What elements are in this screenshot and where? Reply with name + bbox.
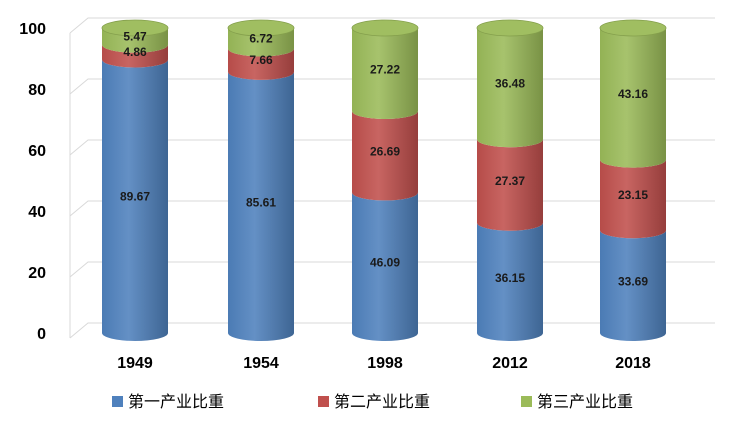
x-category-label: 1949 [117, 355, 153, 372]
data-label: 46.09 [370, 256, 400, 270]
y-tick-label: 20 [28, 265, 46, 282]
legend-label: 第三产业比重 [537, 392, 633, 411]
bar-stack-2018: 33.69 23.15 43.16 [599, 19, 667, 341]
bar-segment [102, 28, 168, 53]
bar-segment [477, 139, 543, 231]
bar-segment [352, 28, 418, 120]
data-label: 43.16 [618, 87, 648, 101]
data-label: 89.67 [120, 189, 150, 203]
data-label: 36.48 [495, 77, 525, 91]
data-label: 5.47 [123, 29, 147, 43]
bar-segment [228, 71, 294, 342]
x-category-label: 2018 [615, 355, 651, 372]
y-tick-label: 60 [28, 143, 46, 160]
data-label: 6.72 [249, 31, 273, 45]
legend-swatch [318, 396, 329, 407]
bar-segment [600, 159, 666, 239]
bar-segment [352, 111, 418, 201]
y-tick-label: 100 [19, 21, 46, 38]
bar-top-cap [101, 19, 169, 37]
legend-swatch [521, 396, 532, 407]
bar-segment [477, 222, 543, 341]
data-label: 85.61 [246, 195, 276, 209]
bar-stack-1949: 89.67 4.86 5.47 [101, 19, 169, 341]
bar-segment [600, 230, 666, 341]
x-category-label: 1954 [243, 355, 279, 372]
bar-segment [228, 48, 294, 80]
y-tick-label: 80 [28, 82, 46, 99]
data-label: 23.15 [618, 188, 648, 202]
data-label: 26.69 [370, 145, 400, 159]
legend-label: 第二产业比重 [334, 392, 430, 411]
data-label: 7.66 [249, 53, 273, 67]
data-label: 27.37 [495, 174, 525, 188]
legend-label: 第一产业比重 [128, 392, 224, 411]
data-label: 36.15 [495, 271, 525, 285]
legend: 第一产业比重 第二产业比重 第三产业比重 [112, 392, 633, 411]
bar-stack-2012: 36.15 27.37 36.48 [476, 19, 544, 341]
bar-segment [102, 59, 168, 341]
bar-segment [102, 44, 168, 68]
y-tick-label: 40 [28, 204, 46, 221]
bar-segment [477, 28, 543, 148]
data-label: 4.86 [123, 45, 147, 59]
x-category-label: 2012 [492, 355, 528, 372]
legend-swatch [112, 396, 123, 407]
bar-segment [352, 192, 418, 341]
x-category-label: 1998 [367, 355, 403, 372]
plot-area: 0 20 40 60 80 100 89.67 4.86 5.47 1949 85.61 7.66 6.… [19, 17, 715, 372]
bar-top-cap [476, 19, 544, 37]
data-label: 33.69 [618, 275, 648, 289]
bar-top-cap [599, 19, 667, 37]
bar-top-cap [227, 19, 295, 37]
bar-stack-1998: 46.09 26.69 27.22 [351, 19, 419, 341]
bar-segment [600, 28, 666, 168]
data-label: 27.22 [370, 63, 400, 77]
gridline [69, 17, 715, 34]
y-tick-label: 0 [37, 326, 46, 343]
bar-stack-1954: 85.61 7.66 6.72 [227, 19, 295, 342]
bar-top-cap [351, 19, 419, 37]
